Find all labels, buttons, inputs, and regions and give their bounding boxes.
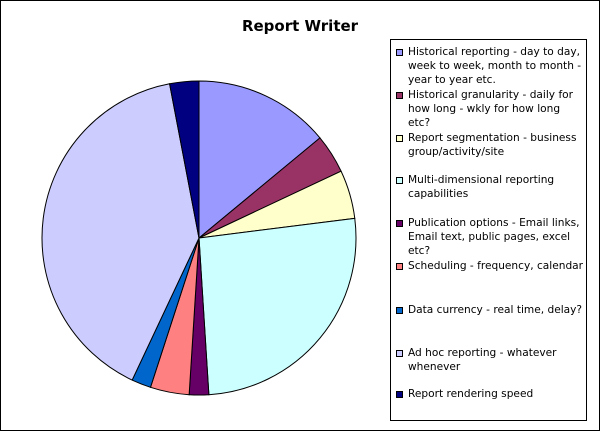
legend-label-2: Historical granularity - daily for how l… — [408, 89, 574, 129]
legend-swatch-1 — [396, 49, 403, 56]
legend-swatch-9 — [396, 391, 403, 398]
legend-label-9: Report rendering speed — [408, 388, 534, 400]
legend-label-4: Multi-dimensional reporting capabilities — [408, 174, 555, 200]
pie-slice-8 — [41, 83, 200, 381]
legend-swatch-2 — [396, 92, 403, 99]
legend-label-3: Report segmentation - business group/act… — [408, 132, 577, 158]
pie-slice-9 — [168, 80, 200, 239]
pie-slice-1 — [198, 80, 321, 240]
chart-title: Report Writer — [241, 17, 359, 35]
legend-label-7: Data currency - real time, delay? — [408, 304, 583, 316]
legend-swatch-5 — [396, 220, 403, 227]
legend-label-6: Scheduling - frequency, calendar — [408, 260, 584, 272]
legend-swatch-6 — [396, 263, 403, 270]
legend-label-5: Publication options - Email links, Email… — [408, 217, 580, 257]
legend-swatch-7 — [396, 307, 403, 314]
legend-swatch-4 — [396, 177, 403, 184]
pie-slice-4 — [198, 217, 357, 396]
legend-swatch-3 — [396, 135, 403, 142]
legend: Historical reporting - day to day, week … — [390, 39, 587, 421]
legend-label-1: Historical reporting - day to day, week … — [408, 46, 582, 86]
legend-swatch-8 — [396, 350, 403, 357]
legend-label-8: Ad hoc reporting - whatever whenever — [408, 347, 557, 373]
